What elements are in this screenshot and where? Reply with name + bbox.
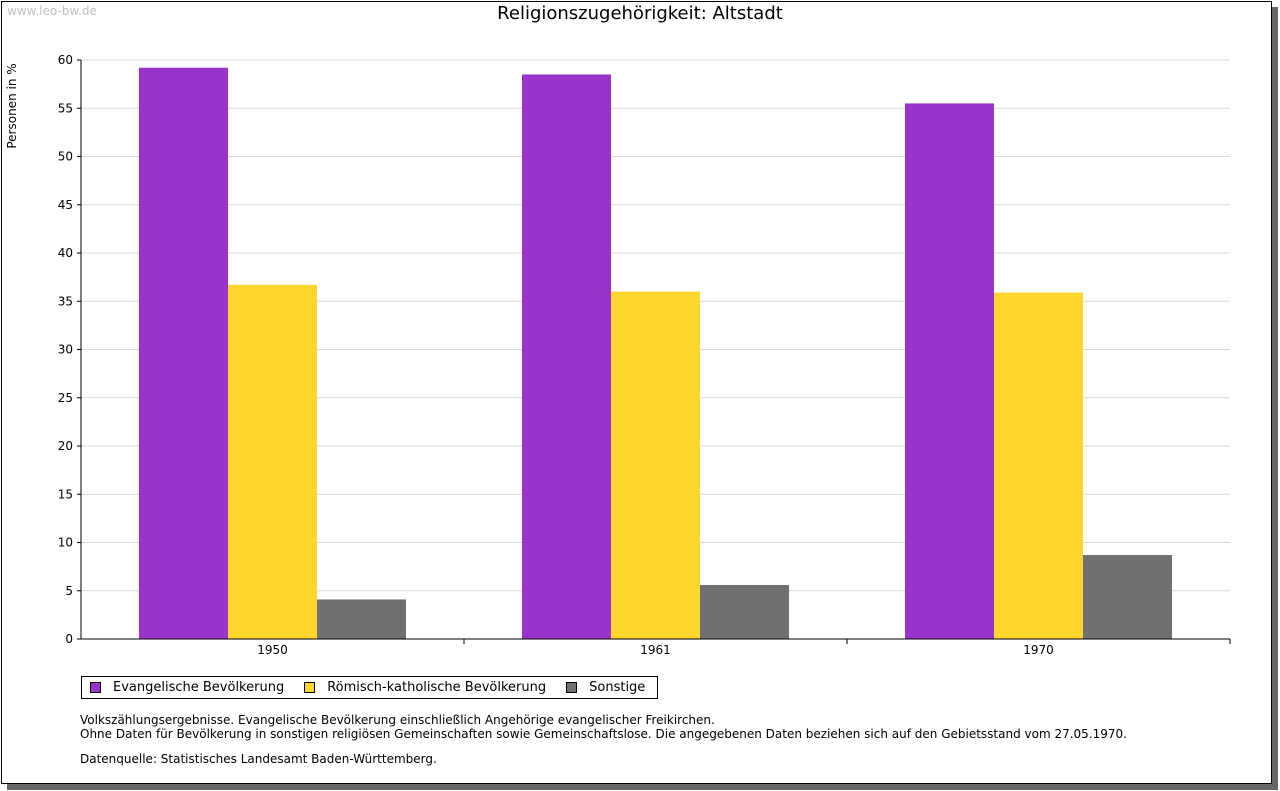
y-tick-label: 50 bbox=[58, 150, 73, 164]
y-tick-label: 30 bbox=[58, 343, 73, 357]
legend-label: Sonstige bbox=[589, 680, 646, 695]
legend-item: Sonstige bbox=[566, 680, 645, 695]
legend-swatch bbox=[566, 682, 578, 693]
chart-title: Religionszugehörigkeit: Altstadt bbox=[497, 3, 783, 24]
bar-1970-2 bbox=[1083, 555, 1172, 639]
bar-1961-2 bbox=[700, 584, 789, 639]
y-tick-label: 10 bbox=[58, 536, 73, 550]
bar-1970-1 bbox=[994, 292, 1083, 639]
bars bbox=[139, 67, 1172, 640]
y-tick-label: 40 bbox=[58, 246, 73, 260]
legend-label: Römisch-katholische Bevölkerung bbox=[327, 680, 547, 695]
tick-labels: 0 5 10 15 20 25 30 35 40 45 50 55 60 1950 1961 1970 bbox=[58, 53, 1231, 657]
bar-1950-0 bbox=[139, 67, 228, 640]
y-tick-label: 0 bbox=[65, 632, 73, 646]
x-tick-label: 1961 bbox=[640, 643, 671, 657]
bar-1961-0 bbox=[522, 74, 611, 640]
legend-swatch bbox=[304, 682, 316, 693]
y-tick-label: 35 bbox=[58, 294, 73, 308]
y-tick-label: 20 bbox=[58, 439, 73, 453]
legend-label: Evangelische Bevölkerung bbox=[113, 680, 285, 695]
bar-1970-0 bbox=[905, 103, 994, 640]
legend-swatch bbox=[90, 682, 101, 693]
y-tick-label: 5 bbox=[65, 584, 73, 598]
legend-item: Römisch-katholische Bevölkerung bbox=[304, 680, 546, 695]
y-tick-label: 15 bbox=[58, 487, 73, 501]
y-tick-label: 25 bbox=[58, 391, 73, 405]
note-line-2: Ohne Daten für Bevölkerung in sonstigen … bbox=[80, 727, 1127, 741]
legend-item: Evangelische Bevölkerung bbox=[90, 680, 284, 695]
y-tick-label: 45 bbox=[58, 198, 73, 212]
y-axis-label: Personen in % bbox=[5, 63, 19, 148]
x-tick-label: 1970 bbox=[1023, 643, 1054, 657]
x-tick-label: 1950 bbox=[257, 643, 288, 657]
y-tick-label: 60 bbox=[58, 53, 73, 67]
legend: Evangelische Bevölkerung Römisch-katholis… bbox=[81, 676, 659, 699]
bar-1950-1 bbox=[228, 284, 317, 639]
bar-1961-1 bbox=[611, 291, 700, 639]
watermark: www.leo-bw.de bbox=[7, 4, 97, 18]
data-source: Datenquelle: Statistisches Landesamt Bad… bbox=[80, 752, 437, 766]
notes: Volkszählungsergebnisse. Evangelische Be… bbox=[80, 713, 1127, 741]
note-line-1: Volkszählungsergebnisse. Evangelische Be… bbox=[80, 713, 715, 727]
bar-1950-2 bbox=[317, 599, 406, 639]
y-tick-label: 55 bbox=[58, 101, 73, 115]
